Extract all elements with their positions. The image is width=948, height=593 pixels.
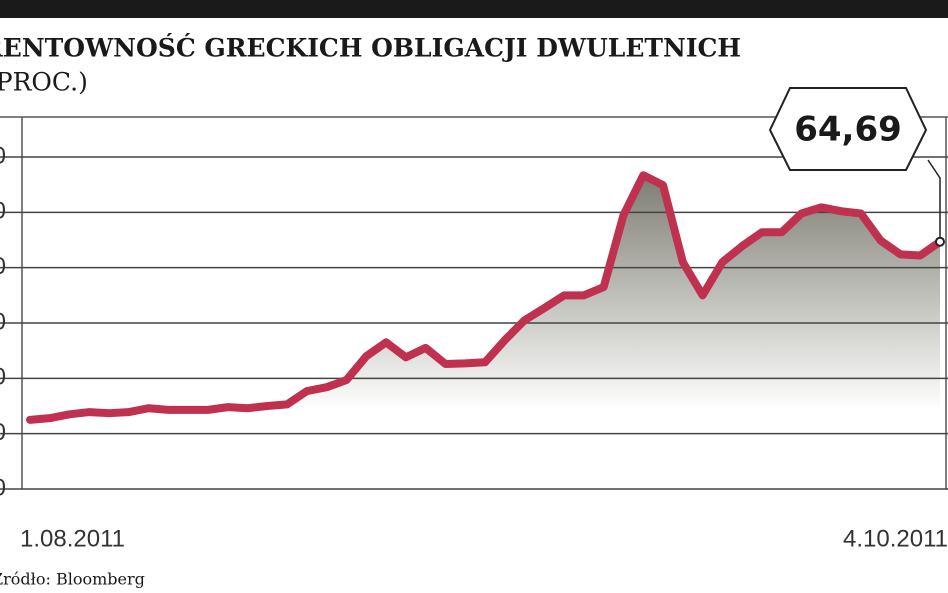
y-tick-label: 50 (0, 308, 6, 335)
point-marker (935, 236, 945, 247)
callout-connector (927, 159, 941, 242)
y-tick-label: 40 (0, 364, 6, 391)
callout-box (768, 87, 928, 171)
y-tick-label: 60 (0, 253, 6, 280)
chart-title: RENTOWNOŚĆ GRECKICH OBLIGACJI DWULETNICH (0, 34, 741, 63)
x-tick-label: 4.10.2011 (843, 525, 948, 552)
y-tick-label: 80 (0, 142, 6, 169)
y-tick-label: 30 (0, 419, 6, 446)
source: Źródło: Bloomberg (0, 569, 145, 589)
series-line (26, 171, 944, 424)
area (30, 175, 940, 489)
y-tick-label: 20 (0, 474, 6, 501)
chart-subtitle: (PROC.) (0, 68, 88, 97)
plot-area: 20 30 40 50 60 70 80 64,69 1.08.2011 4.10.2011 (0, 87, 948, 552)
x-tick-label: 1.08.2011 (20, 525, 125, 552)
top-bar (0, 0, 948, 18)
value-label: 64,69 (794, 110, 902, 150)
y-tick-label: 70 (0, 198, 6, 225)
